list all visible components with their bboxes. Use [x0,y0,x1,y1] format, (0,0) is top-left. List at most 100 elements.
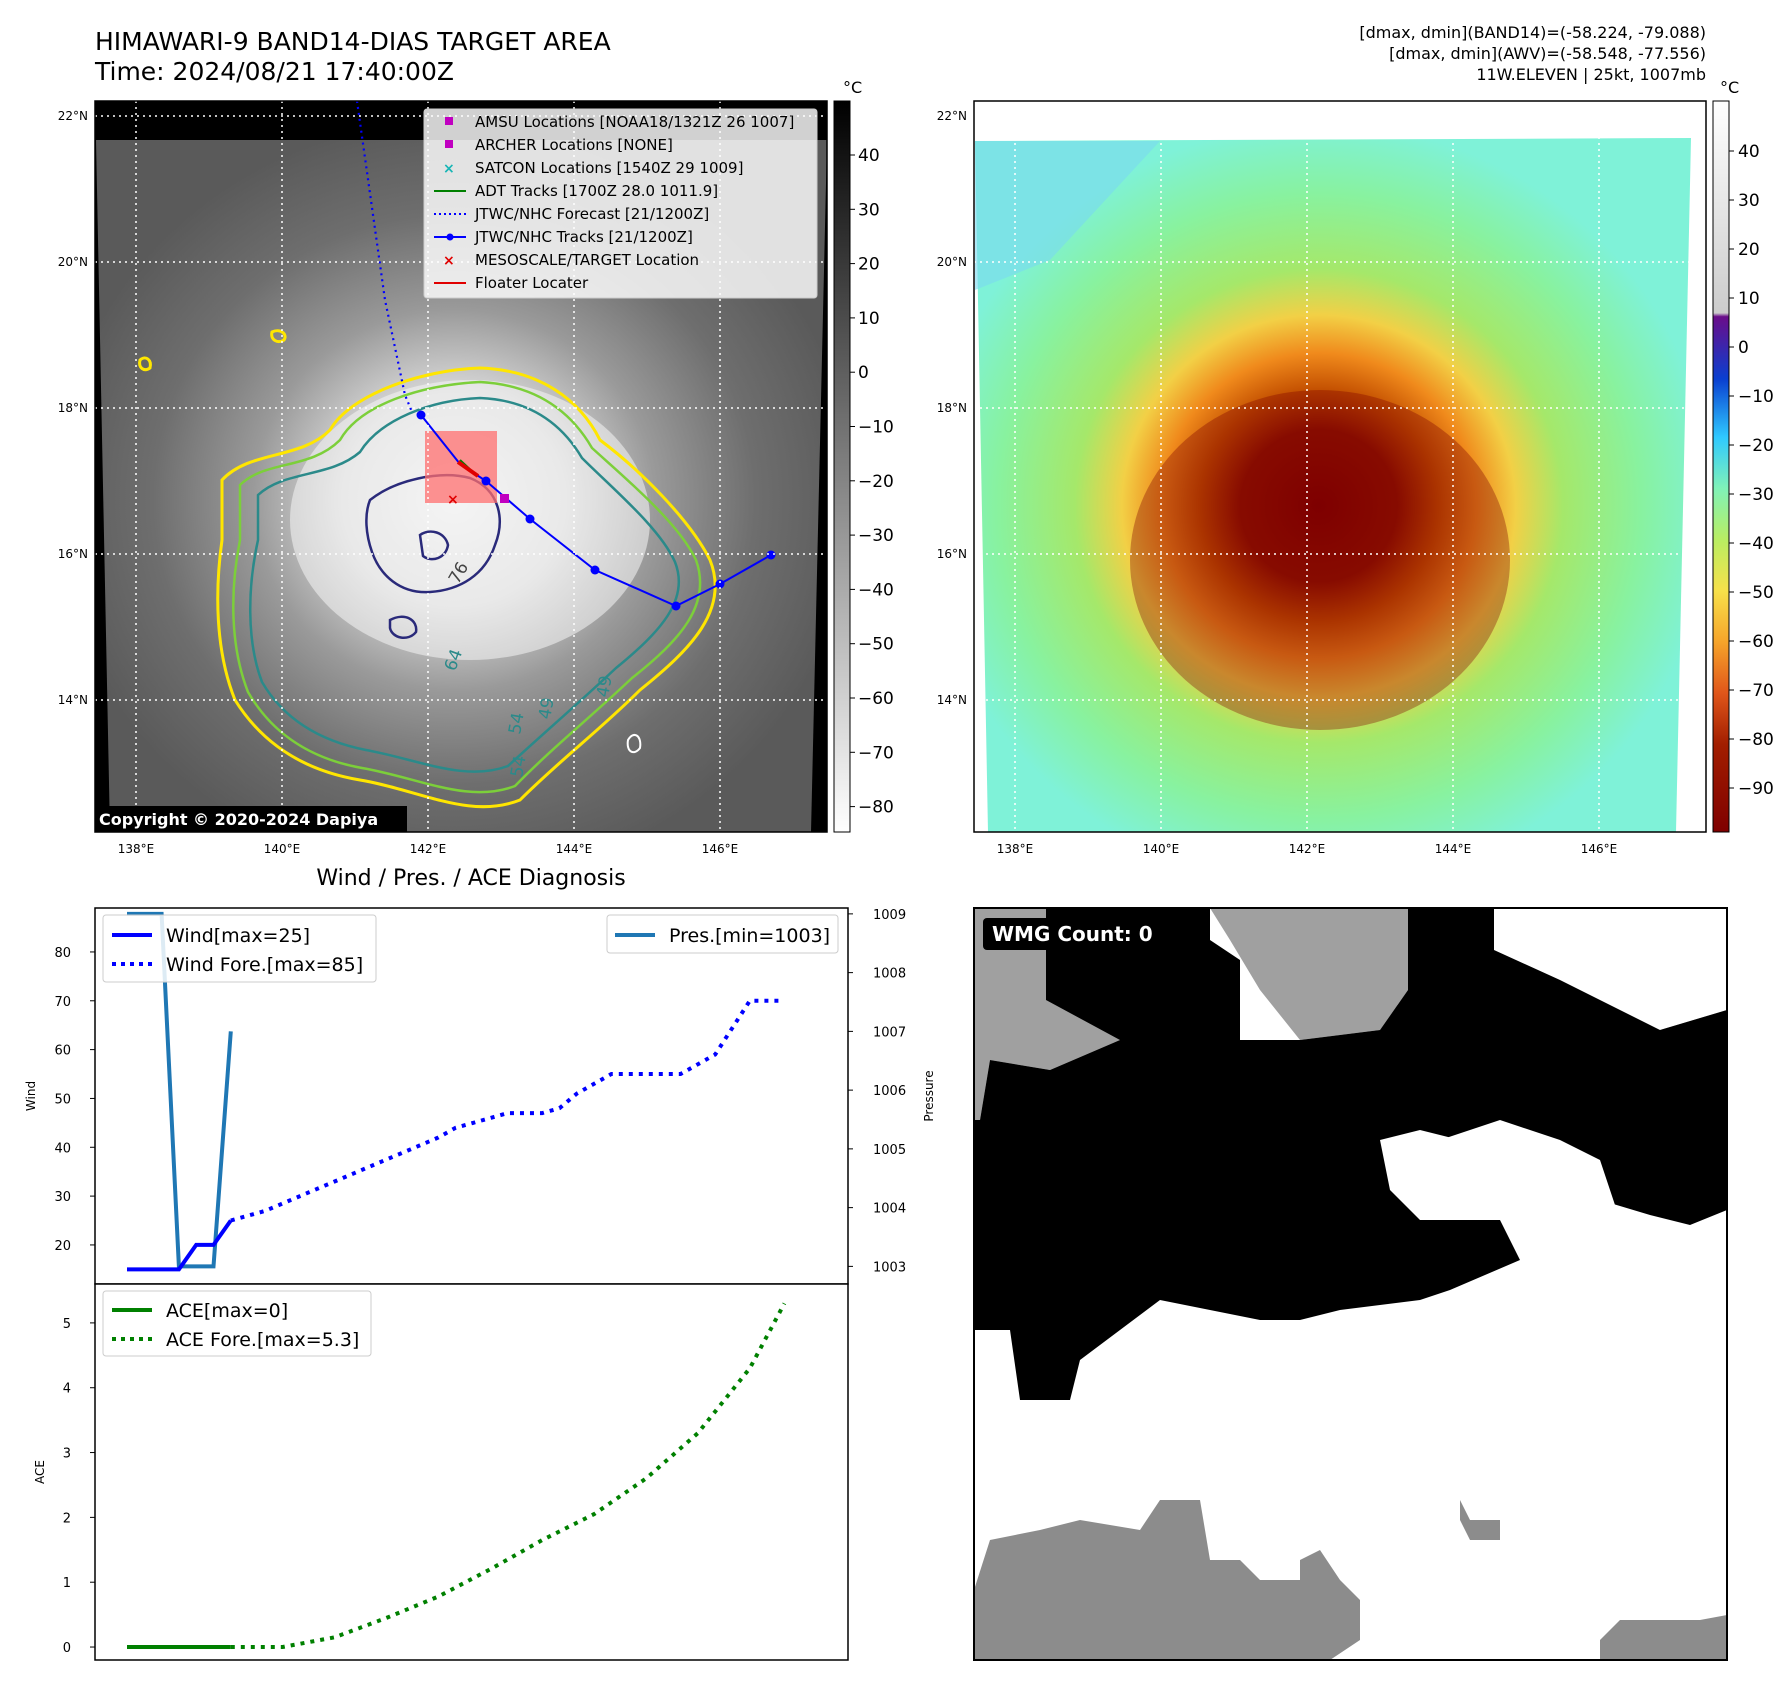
legend-wind-fore: Wind Fore.[max=85] [166,954,363,976]
colorbar-color: °C 40 30 20 10 0 −10 −20 −30 −40 −50 −60 −70 −80 −90 [1712,78,1774,833]
colorbar-color-tick: 0 [1738,338,1749,358]
wind-forecast-line [230,998,785,1223]
lat-tick: 20°N [58,255,88,269]
wind-panel: 80 70 60 50 40 30 20 1009 1008 1007 1006 1005 1004 1… [24,907,936,1285]
colorbar-color-tick: 40 [1738,142,1760,162]
legend-track: JTWC/NHC Tracks [21/1200Z] [474,228,693,246]
target-box [425,431,497,503]
ace-tick: 5 [63,1317,71,1332]
lon-tick: 140°E [1143,842,1180,856]
lat-tick: 16°N [937,547,967,561]
copyright: Copyright © 2020-2024 Dapiya [99,810,378,829]
pressure-tick: 1006 [873,1084,906,1099]
ace-legend-box [102,1290,372,1357]
figure-title: HIMAWARI-9 BAND14-DIAS TARGET AREA [95,27,611,56]
colorbar-color-tick: −60 [1738,632,1774,652]
wind-tick: 80 [54,946,71,961]
lon-tick: 140°E [264,842,301,856]
wmg-white-hole [1430,1120,1620,1240]
wmg-count: WMG Count: 0 [992,922,1153,946]
contour-teal [248,396,681,773]
legend-pres: Pres.[min=1003] [669,925,830,947]
right-lon-ticks: 138°E 140°E 142°E 144°E 146°E [997,842,1618,856]
lat-tick: 22°N [937,109,967,123]
amsu-marker [500,494,509,503]
colorbar-gray-tick: −40 [858,580,894,600]
ir-color-swath [975,138,1691,832]
wind-line [127,1219,233,1272]
wind-tick: 50 [54,1092,71,1107]
colorbar-color-tick: −50 [1738,583,1774,603]
target-marker: × [447,492,459,508]
info-band14: [dmax, dmin](BAND14)=(-58.224, -79.088) [1359,23,1706,42]
svg-text:49: 49 [535,696,558,721]
colorbar-gray-tick: −70 [858,743,894,763]
left-lat-ticks: 22°N 20°N 18°N 16°N 14°N [58,109,88,707]
ace-tick: 3 [63,1447,71,1462]
lat-tick: 22°N [58,109,88,123]
info-storm: 11W.ELEVEN | 25kt, 1007mb [1476,65,1706,84]
lon-tick: 146°E [1581,842,1618,856]
jtwc-track-points [416,410,776,611]
colorbar-gray-tick: −50 [858,635,894,655]
svg-text:49: 49 [593,674,616,699]
colorbar-color-tick: −90 [1738,779,1774,799]
lat-tick: 20°N [937,255,967,269]
pres-legend-box [606,914,839,954]
legend-archer: ARCHER Locations [NONE] [475,136,673,154]
lat-tick: 14°N [58,693,88,707]
legend-floater: Floater Locater [475,274,589,292]
ace-tick: 0 [63,1641,71,1656]
colorbar-gray-tick: 30 [858,200,880,220]
legend-forecast: JTWC/NHC Forecast [21/1200Z] [474,205,709,223]
pressure-tick: 1008 [873,967,906,982]
colorbar-color-tick: 20 [1738,240,1760,260]
colorbar-color-unit: °C [1720,78,1739,97]
lat-tick: 18°N [58,401,88,415]
floater-locater [456,460,480,478]
lat-tick: 18°N [937,401,967,415]
ace-tick: 4 [63,1382,71,1397]
colorbar-color-tick: 30 [1738,191,1760,211]
ace-tick: 1 [63,1576,71,1591]
colorbar-gray-tick: −20 [858,472,894,492]
pressure-tick: 1009 [873,908,906,923]
ir-color-map [974,101,1706,832]
lat-tick: 16°N [58,547,88,561]
lon-tick: 142°E [410,842,447,856]
legend-satcon-marker: × [443,161,455,177]
legend-ace-fore: ACE Fore.[max=5.3] [166,1329,359,1351]
left-lon-ticks: 138°E 140°E 142°E 144°E 146°E [118,842,739,856]
diagnosis-title: Wind / Pres. / ACE Diagnosis [316,866,625,891]
lon-tick: 144°E [556,842,593,856]
map-right-frame [973,100,1707,833]
legend-adt: ADT Tracks [1700Z 28.0 1011.9] [475,182,718,200]
colorbar-gray-tick: 0 [858,363,869,383]
wind-tick: 20 [54,1239,71,1254]
colorbar-gray-tick: 40 [858,146,880,166]
colorbar-color-tick: −10 [1738,387,1774,407]
colorbar-gray-tick: 20 [858,255,880,275]
contour-yellow [216,366,717,809]
wind-tick: 30 [54,1190,71,1205]
colorbar-gray-tick: −60 [858,689,894,709]
colorbar-gray: °C 40 30 20 10 0 −10 −20 −30 −40 −50 −60 −70 −80 [833,78,894,833]
colorbar-color-tick: −40 [1738,534,1774,554]
lon-tick: 144°E [1435,842,1472,856]
info-awv: [dmax, dmin](AWV)=(-58.548, -77.556) [1389,44,1706,63]
figure-time: Time: 2024/08/21 17:40:00Z [94,57,454,86]
pressure-tick: 1007 [873,1025,906,1040]
map-legend: AMSU Locations [NOAA18/1321Z 26 1007] AR… [423,108,818,299]
ace-panel: 5 4 3 2 1 0 ACE ACE[max=0] ACE Fore.[max=5.3] [33,1283,849,1661]
pressure-tick: 1005 [873,1143,906,1158]
legend-satcon: SATCON Locations [1540Z 29 1009] [475,159,743,177]
jtwc-forecast-track [355,101,414,413]
right-lat-ticks: 22°N 20°N 18°N 16°N 14°N [937,109,967,707]
grid-right [974,101,1706,832]
contour-labels: 76 64 54 49 54 49 [441,559,617,779]
wmg-gray-bottom [974,1500,1727,1660]
colorbar-color-tick: 10 [1738,289,1760,309]
legend-wind: Wind[max=25] [166,925,310,947]
legend-target: MESOSCALE/TARGET Location [475,251,699,269]
colorbar-color-tick: −20 [1738,436,1774,456]
